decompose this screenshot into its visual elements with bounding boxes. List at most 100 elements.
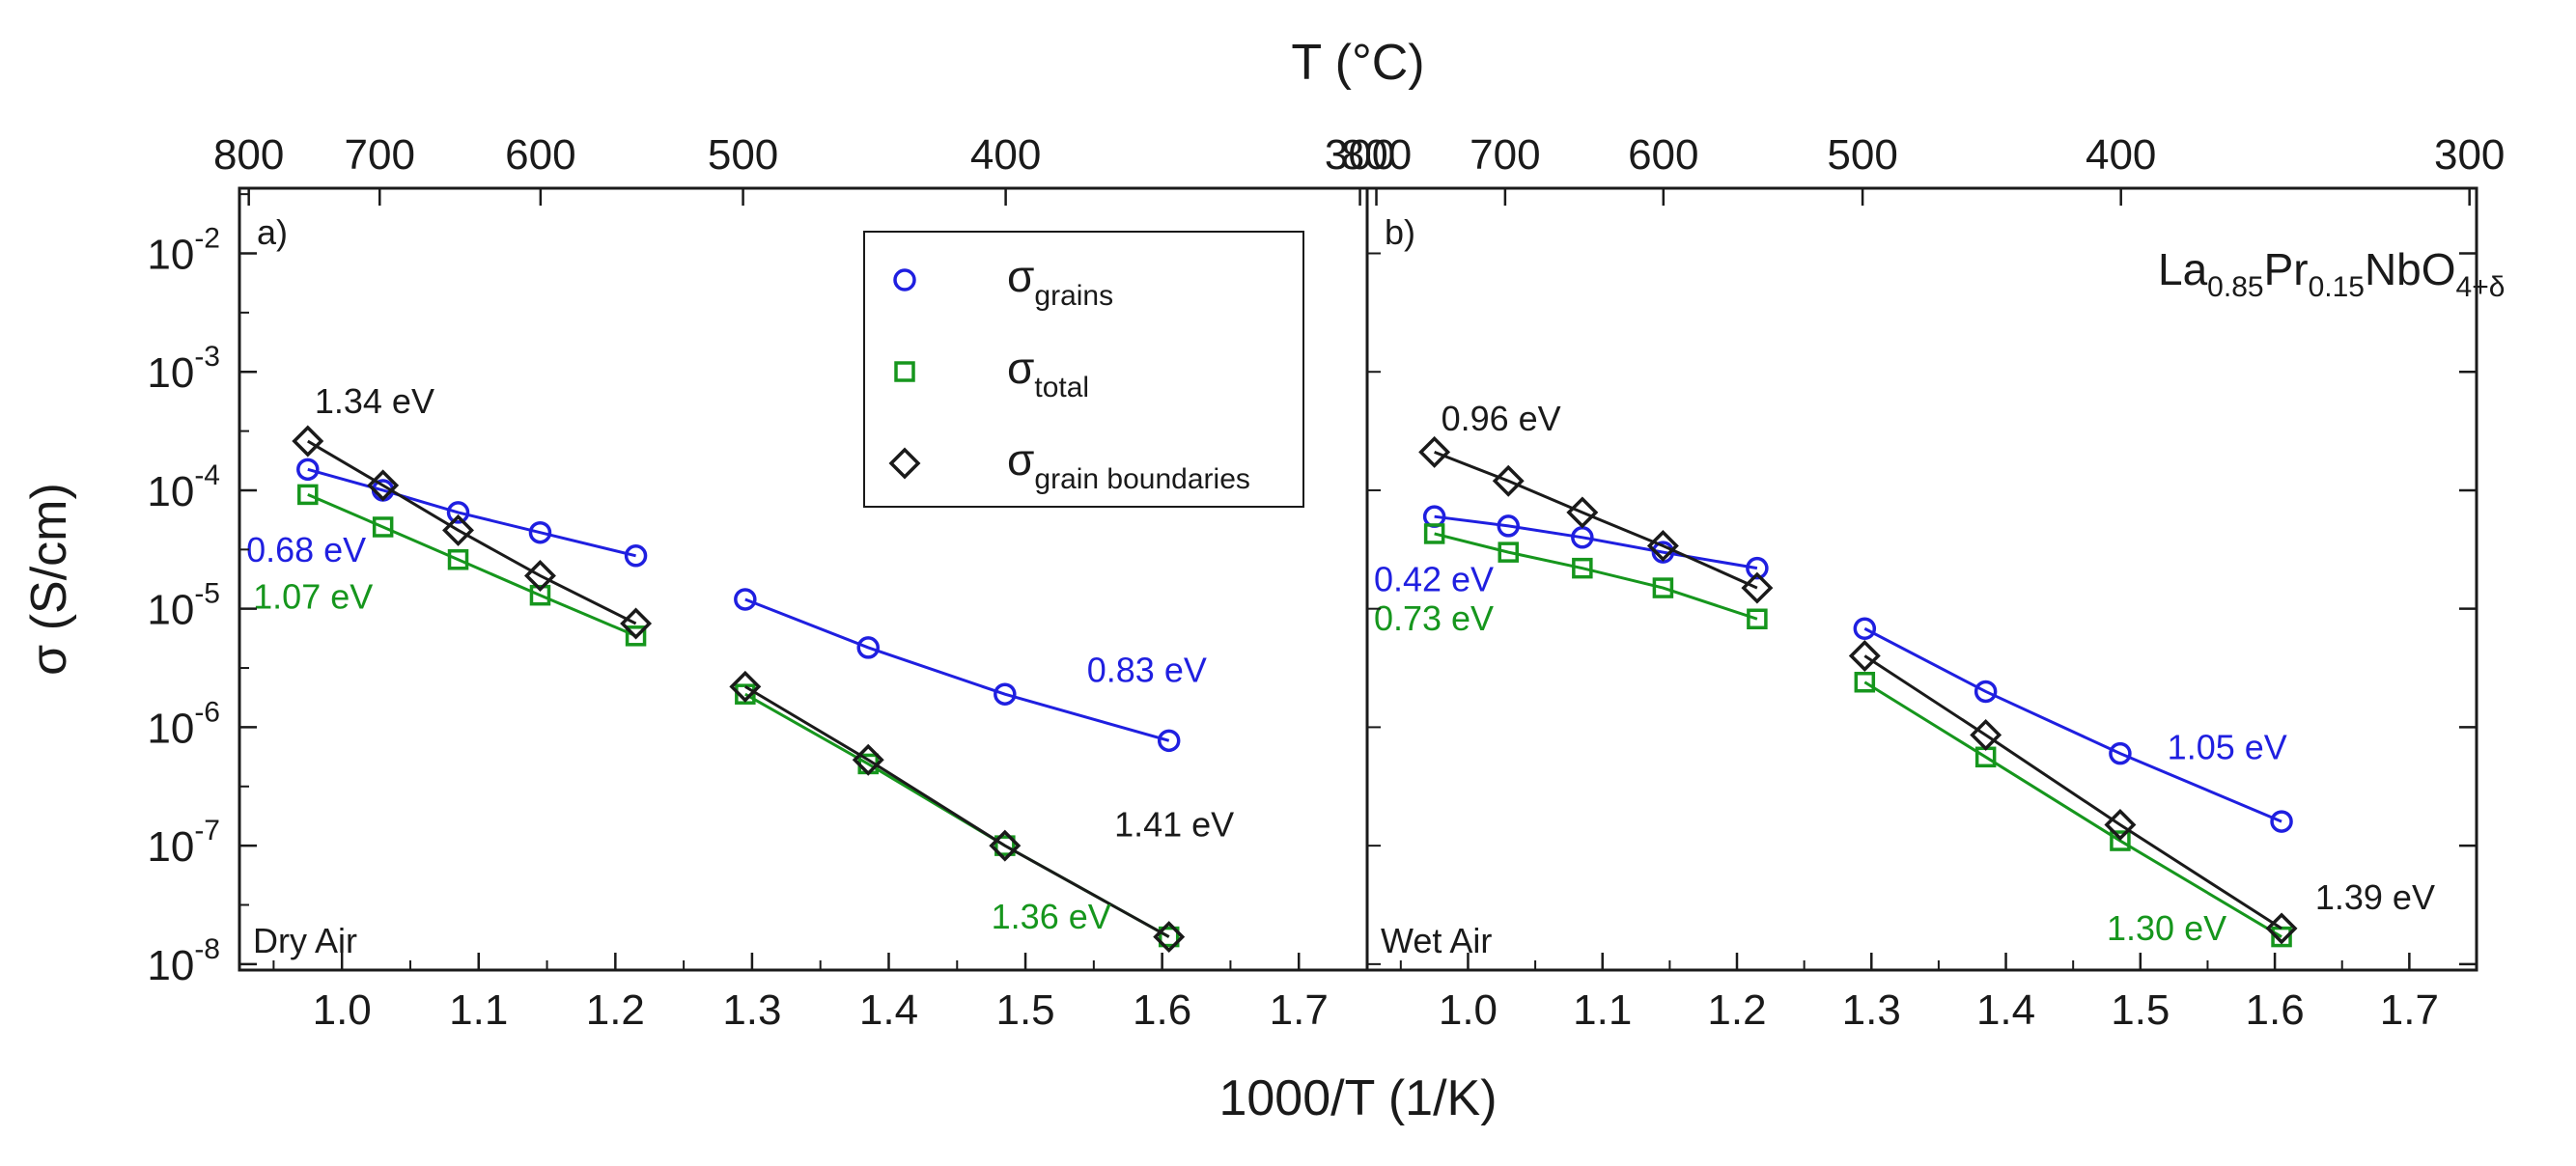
data-point-square <box>735 683 756 705</box>
data-point-square <box>894 361 915 382</box>
top-tick-label: 700 <box>345 131 415 179</box>
compound-formula: La0.85Pr0.15NbO4+δ <box>2158 244 2505 303</box>
y-tick-base: 10 <box>147 705 194 752</box>
data-point-diamond <box>620 607 653 640</box>
data-point-diamond <box>442 514 474 546</box>
data-point-diamond <box>292 425 324 458</box>
data-point-circle <box>994 682 1017 706</box>
y-tick-label: 10-7 <box>147 815 220 871</box>
data-point-diamond <box>523 559 556 592</box>
data-point-diamond <box>1492 464 1525 497</box>
data-point-diamond <box>2265 912 2298 945</box>
x-tick-label: 1.6 <box>2246 986 2305 1034</box>
series-line-grains-high <box>1434 514 1758 570</box>
data-point-circle <box>1974 680 1998 704</box>
formula-subscript: 0.15 <box>2309 271 2365 303</box>
y-tick-exponent: -7 <box>194 815 220 847</box>
activation-energy-label: 1.05 eV <box>2168 727 2287 766</box>
data-point-circle <box>893 268 916 292</box>
series-line-gb-low <box>744 685 1170 938</box>
y-tick-base: 10 <box>147 349 194 397</box>
series-line-grains-low <box>1863 626 2282 823</box>
x-tick-label: 1.1 <box>1573 986 1632 1034</box>
top-tick-label: 600 <box>1628 131 1698 179</box>
top-tick-label: 300 <box>2434 131 2505 179</box>
data-point-circle <box>624 544 648 568</box>
y-axis-title: σ (S/cm) <box>21 483 77 676</box>
data-point-diamond <box>1970 718 2002 751</box>
data-point-circle <box>296 458 320 482</box>
top-tick-label: 400 <box>2086 131 2156 179</box>
data-point-circle <box>856 636 880 659</box>
x-tick-label: 1.4 <box>859 986 918 1034</box>
y-tick-exponent: -8 <box>194 933 220 965</box>
legend-symbol: σ <box>1007 251 1034 301</box>
data-point-diamond <box>1741 571 1774 604</box>
top-tick-label: 800 <box>1341 131 1412 179</box>
axes-layer: 10-810-710-610-510-410-310-21.0 1.1 1.2 1.3… <box>21 35 2505 1126</box>
legend-symbol: σ <box>1007 434 1034 485</box>
panel-wet-air: 0.96 eV 0.42 eV0.73 eV 1.05 eV 1.39 eV 1.30 … <box>1374 212 2435 960</box>
legend-box <box>863 231 1304 508</box>
y-tick-exponent: -3 <box>194 341 220 373</box>
top-tick-label: 400 <box>970 131 1041 179</box>
y-tick-label: 10-6 <box>147 696 220 752</box>
series-line-gb-high <box>1434 451 1758 590</box>
data-point-square <box>447 549 469 570</box>
x-tick-label: 1.3 <box>1842 986 1901 1034</box>
y-tick-label: 10-8 <box>147 933 220 989</box>
activation-energy-label: 0.73 eV <box>1374 598 1494 638</box>
data-point-square <box>1652 577 1674 598</box>
data-point-circle <box>1746 556 1769 580</box>
legend-entry-total: σtotal <box>1007 343 1089 403</box>
data-point-diamond <box>2104 809 2137 842</box>
top-tick-label: 500 <box>1827 131 1897 179</box>
y-tick-label: 10-2 <box>147 223 220 279</box>
data-point-diamond <box>888 447 921 480</box>
data-point-square <box>1498 541 1519 563</box>
x-axis-title: 1000/T (1/K) <box>1218 1070 1497 1126</box>
data-point-square <box>625 625 647 647</box>
data-point-circle <box>1853 617 1877 640</box>
data-point-diamond <box>1153 921 1186 954</box>
legend-subscript: total <box>1034 372 1089 403</box>
data-point-diamond <box>1646 529 1679 562</box>
series-line-grains-low <box>744 597 1170 742</box>
data-point-circle <box>528 520 552 544</box>
y-tick-exponent: -2 <box>194 223 220 255</box>
data-point-square <box>1572 557 1593 579</box>
top-tick-label: 600 <box>505 131 575 179</box>
legend-subscript: grains <box>1034 280 1113 312</box>
top-tick-label: 800 <box>213 131 284 179</box>
data-point-circle <box>2109 741 2132 765</box>
legend-subscript: grain boundaries <box>1034 463 1250 495</box>
data-point-circle <box>1651 541 1675 564</box>
activation-energy-label: 0.42 eV <box>1374 560 1494 599</box>
legend-entry-gb: σgrain boundaries <box>1007 434 1250 495</box>
top-tick-label: 300 <box>1325 131 1395 179</box>
y-tick-label: 10-3 <box>147 341 220 397</box>
x-tick-label: 1.1 <box>449 986 508 1034</box>
data-point-square <box>372 516 394 538</box>
top-tick-label: 700 <box>1470 131 1540 179</box>
y-tick-exponent: -5 <box>194 578 220 610</box>
series-line-gb-high <box>307 439 637 625</box>
x-tick-label: 1.3 <box>722 986 781 1034</box>
series-line-total-high <box>1434 532 1758 621</box>
x-tick-label: 1.7 <box>2380 986 2439 1034</box>
data-point-diamond <box>1848 640 1881 672</box>
panel-dry-air: 1.34 eV 0.68 eV 1.07 eV 0.83 eV 1.41 eV 1.36 … <box>246 212 1234 960</box>
data-point-square <box>2110 830 2131 851</box>
data-point-diamond <box>1566 496 1599 529</box>
series-line-total-low <box>1863 680 2282 938</box>
formula-element: La <box>2158 244 2208 294</box>
legend-symbol: σ <box>1007 343 1034 393</box>
activation-energy-label: 0.68 eV <box>246 530 366 569</box>
activation-energy-label: 0.96 eV <box>1442 399 1561 438</box>
x-tick-label: 1.2 <box>1707 986 1766 1034</box>
panels-layer: 1.34 eV 0.68 eV 1.07 eV 0.83 eV 1.41 eV 1.36 … <box>246 212 2505 960</box>
data-point-square <box>1158 926 1180 948</box>
activation-energy-label: 1.34 eV <box>315 381 434 421</box>
y-tick-base: 10 <box>147 232 194 279</box>
